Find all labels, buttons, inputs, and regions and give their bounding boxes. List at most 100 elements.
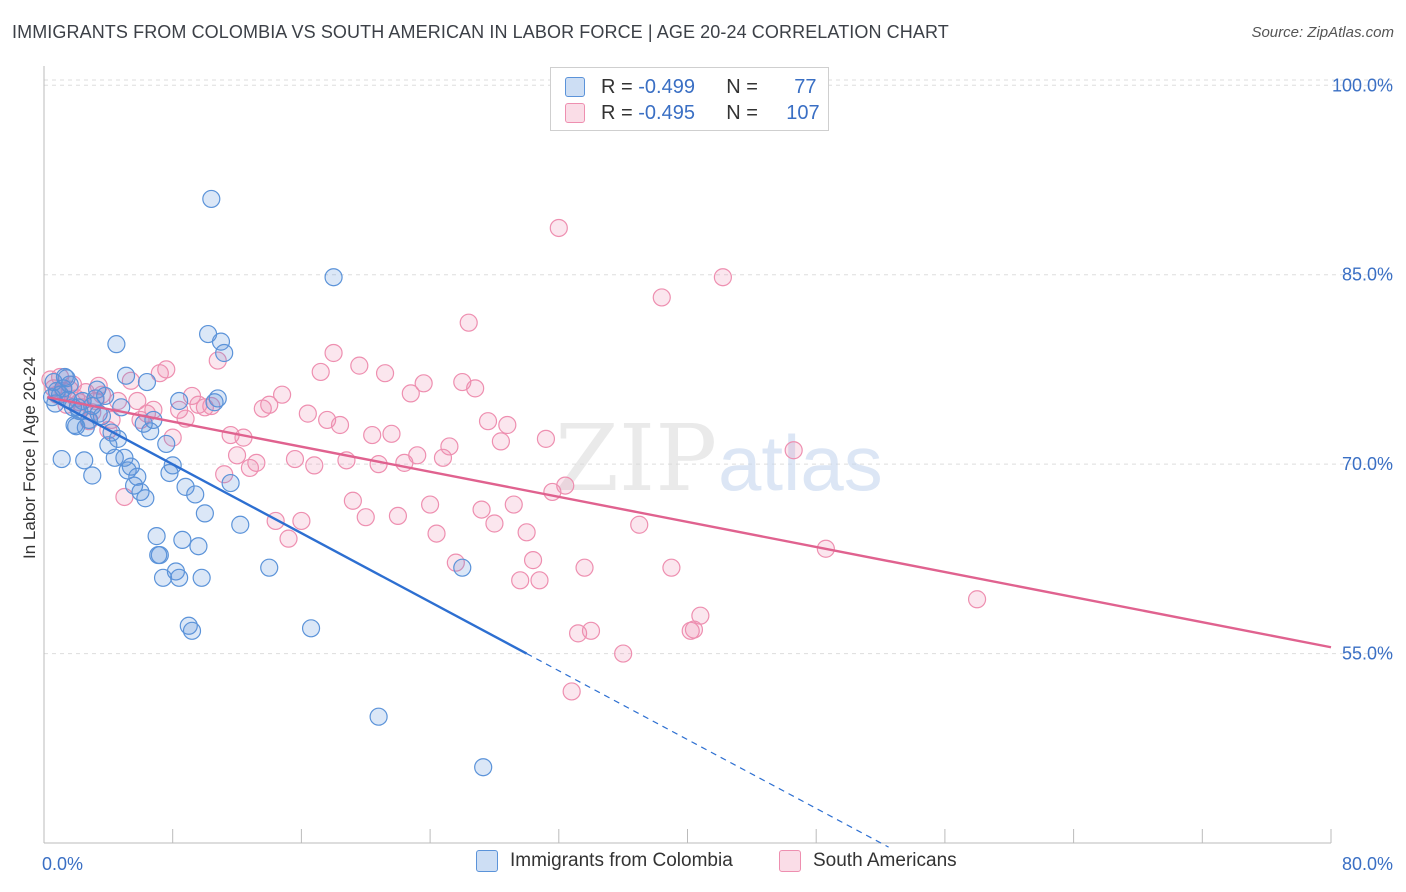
legend-n-label: N =	[726, 75, 764, 98]
stats-legend: R = -0.499 N = 77 R = -0.495 N = 107	[550, 67, 829, 131]
legend-swatch-pink	[779, 850, 801, 872]
legend-item-label: Immigrants from Colombia	[510, 850, 733, 871]
data-point	[285, 449, 305, 469]
data-point	[186, 485, 205, 504]
data-point	[523, 551, 543, 570]
chart-title: IMMIGRANTS FROM COLOMBIA VS SOUTH AMERIC…	[12, 22, 949, 42]
legend-swatch-blue	[476, 850, 498, 872]
legend-r-value: -0.499	[638, 75, 695, 98]
data-point	[433, 448, 453, 467]
data-point	[363, 425, 382, 445]
data-point	[478, 412, 498, 431]
data-point	[137, 372, 157, 392]
data-point	[89, 404, 108, 423]
source-credit: Source: ZipAtlas.com	[1251, 24, 1394, 41]
data-point	[52, 449, 71, 469]
data-point	[182, 621, 202, 640]
data-point	[189, 537, 208, 556]
data-point	[511, 571, 530, 590]
legend-row-colombia: R = -0.499 N = 77	[565, 74, 817, 100]
data-point	[530, 571, 549, 590]
data-point	[691, 606, 710, 625]
axes	[43, 66, 1332, 844]
data-point	[562, 682, 581, 701]
data-point	[498, 415, 517, 435]
legend-swatch-pink	[565, 103, 585, 123]
data-point	[147, 527, 166, 546]
data-point	[662, 558, 681, 577]
trend-line-colombia	[46, 396, 528, 655]
data-point	[301, 619, 321, 638]
watermark-zip: ZIP	[555, 405, 717, 512]
legend-row-south-americans: R = -0.495 N = 107	[565, 100, 820, 126]
legend-r-value: -0.495	[638, 101, 695, 124]
data-point	[614, 644, 633, 663]
data-point	[87, 380, 107, 399]
data-point	[967, 590, 987, 609]
data-point	[556, 476, 575, 495]
y-tick-label: 55.0%	[1342, 644, 1393, 664]
data-point	[382, 424, 401, 443]
data-point	[136, 489, 155, 508]
data-point	[227, 446, 247, 465]
data-point	[575, 558, 594, 577]
data-point	[343, 491, 362, 510]
series-colombia	[42, 189, 493, 777]
legend-item-south-americans: South Americans	[779, 850, 957, 872]
legend-n-value: 77	[794, 75, 817, 98]
data-point	[215, 343, 234, 363]
series-legend: Immigrants from Colombia South Americans	[0, 850, 1406, 880]
data-point	[211, 332, 231, 351]
data-point	[107, 335, 126, 354]
data-point	[369, 707, 388, 726]
data-point	[536, 429, 556, 448]
data-point	[311, 362, 330, 382]
data-point	[195, 398, 214, 417]
data-point	[195, 504, 214, 523]
data-point	[75, 451, 94, 470]
data-point	[401, 384, 420, 403]
data-point	[459, 313, 478, 332]
data-point	[356, 508, 375, 527]
trend-line-colombia-extension	[526, 653, 889, 848]
x-tick-label: 80.0%	[1342, 854, 1393, 874]
legend-n-value: 107	[786, 101, 820, 124]
data-point	[157, 360, 176, 379]
data-point	[149, 545, 168, 565]
data-point	[784, 441, 803, 460]
data-point	[128, 467, 147, 486]
data-point	[231, 515, 250, 534]
data-point	[324, 343, 343, 363]
data-point	[208, 351, 227, 370]
data-point	[324, 268, 343, 287]
legend-swatch-blue	[565, 77, 585, 97]
data-point	[179, 616, 198, 635]
legend-r-label: R =	[601, 75, 639, 98]
data-point	[279, 529, 298, 548]
data-point	[121, 457, 140, 476]
x-tick-label: 0.0%	[42, 854, 83, 874]
data-point	[375, 364, 395, 383]
trend-lines	[46, 396, 1332, 848]
data-point	[176, 477, 195, 496]
data-point	[272, 385, 292, 404]
data-point	[83, 466, 102, 485]
data-point	[221, 473, 240, 493]
data-point	[581, 621, 601, 640]
legend-item-colombia: Immigrants from Colombia	[476, 850, 733, 872]
data-point	[388, 506, 408, 526]
data-point	[408, 446, 427, 465]
watermark: ZIP atlas	[555, 405, 883, 512]
data-point	[65, 415, 84, 435]
data-point	[292, 511, 311, 531]
data-point	[141, 422, 160, 441]
y-axis-label: In Labor Force | Age 20-24	[20, 357, 39, 559]
data-point	[173, 530, 192, 550]
data-point	[440, 437, 459, 456]
legend-n-label: N =	[726, 101, 764, 124]
tick-labels: 55.0% 70.0% 85.0% 100.0% 0.0% 80.0%	[42, 75, 1393, 874]
data-point	[652, 288, 671, 307]
data-point	[105, 448, 124, 467]
data-point	[305, 456, 324, 475]
data-point	[170, 391, 189, 411]
